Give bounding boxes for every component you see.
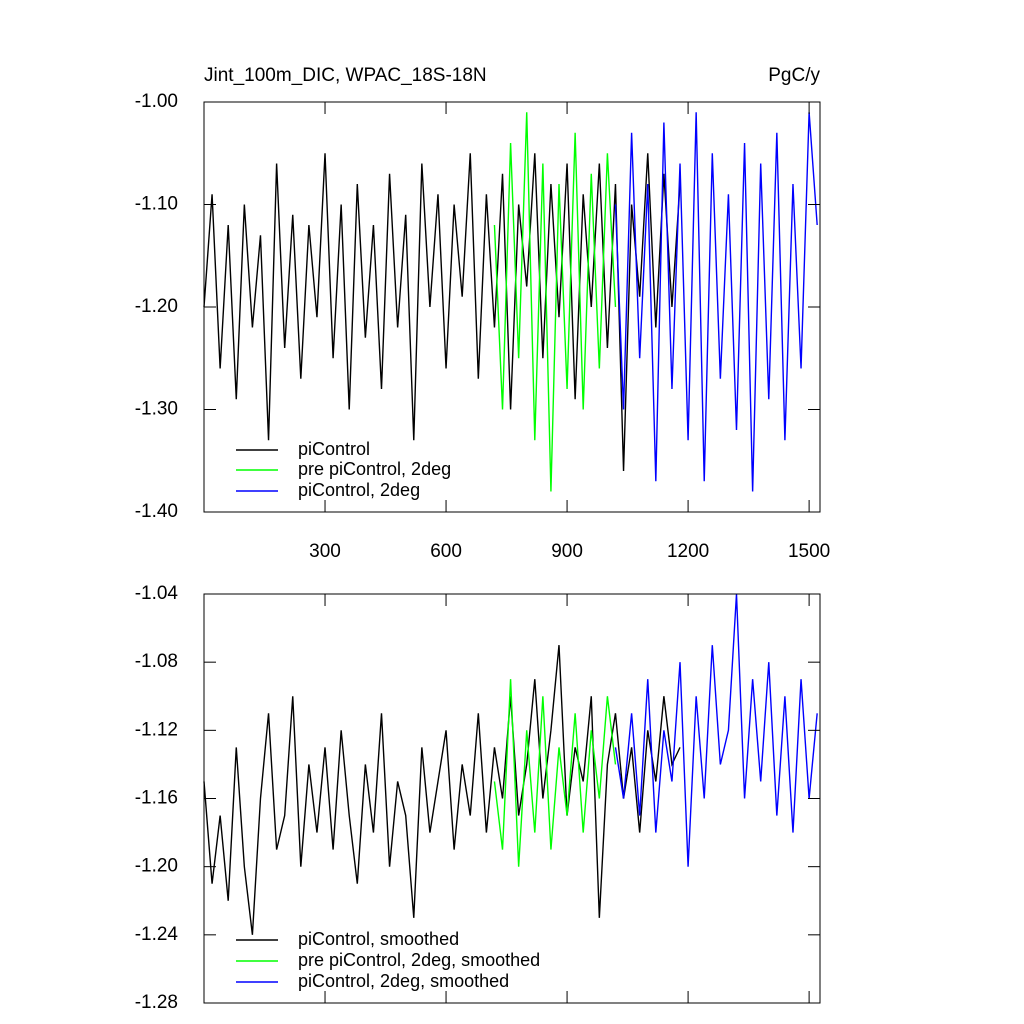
legend-label: pre piControl, 2deg — [298, 459, 451, 479]
legend-label: piControl, smoothed — [298, 929, 459, 949]
data-line — [614, 593, 818, 867]
x-tick-label: 1500 — [788, 541, 830, 562]
legend-label: piControl — [298, 439, 370, 459]
y-tick-label: -1.12 — [135, 719, 178, 740]
y-tick-label: -1.08 — [135, 651, 178, 672]
y-tick-label: -1.40 — [135, 501, 178, 522]
data-line — [203, 645, 681, 935]
data-line — [493, 112, 617, 492]
units-label: PgC/y — [768, 65, 820, 86]
legend-label: piControl, 2deg — [298, 480, 420, 500]
y-tick-label: -1.24 — [135, 924, 179, 945]
y-tick-label: -1.28 — [135, 992, 178, 1013]
y-tick-label: -1.16 — [135, 788, 178, 809]
data-line — [614, 112, 818, 492]
y-tick-label: -1.10 — [135, 194, 178, 215]
y-tick-label: -1.00 — [135, 91, 178, 112]
legend-label: piControl, 2deg, smoothed — [298, 971, 509, 991]
data-line — [493, 679, 617, 867]
plot-frame — [203, 593, 821, 1004]
y-tick-label: -1.20 — [135, 296, 178, 317]
x-tick-label: 1200 — [667, 541, 709, 562]
chart-title: Jint_100m_DIC, WPAC_18S-18N — [204, 65, 487, 86]
y-tick-label: -1.30 — [135, 399, 178, 420]
y-tick-label: -1.20 — [135, 856, 178, 877]
x-tick-label: 300 — [309, 541, 341, 562]
x-tick-label: 600 — [430, 541, 462, 562]
data-line — [203, 153, 681, 472]
y-tick-label: -1.04 — [135, 583, 179, 604]
legend-label: pre piControl, 2deg, smoothed — [298, 950, 540, 970]
x-tick-label: 900 — [551, 541, 583, 562]
